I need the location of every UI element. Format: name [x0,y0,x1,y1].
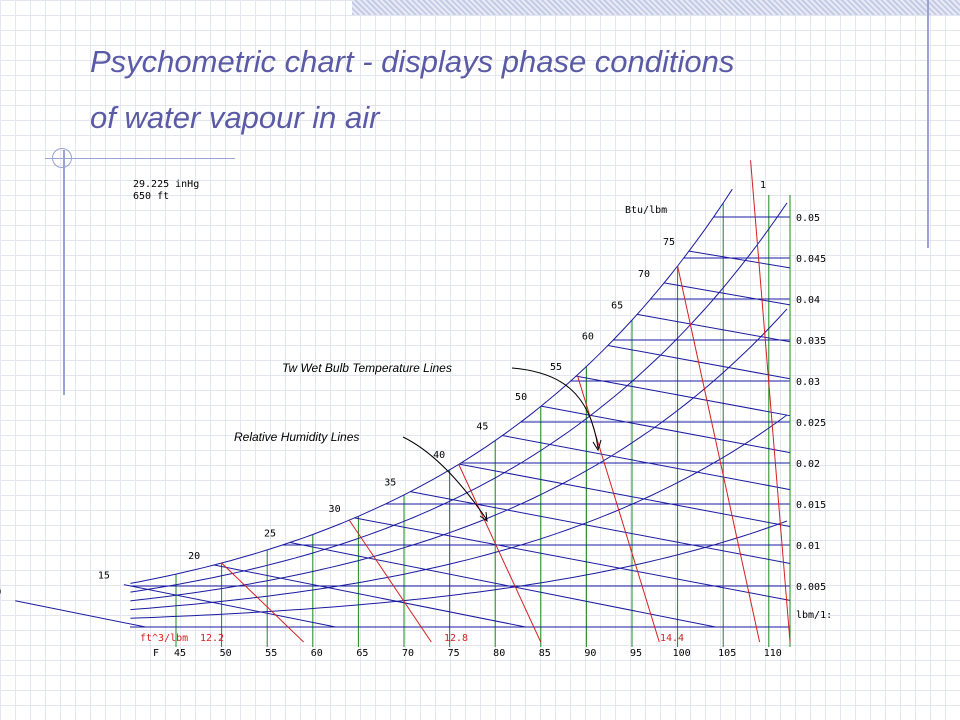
x-tick-label: 60 [311,648,323,659]
rh-arrowhead [479,511,488,523]
enthalpy-label: 70 [638,269,650,280]
x-tick-label: 85 [539,648,551,659]
enthalpy-label: 15 [98,571,110,582]
y-tick-label: 0.025 [796,418,826,429]
specific-volume-line [221,562,304,643]
enthalpy-label: 35 [384,478,396,489]
enthalpy-line [637,313,791,343]
pressure-label: 29.225 inHg [133,179,199,190]
y-tick-label: 0.005 [796,582,826,593]
enthalpy-line [410,491,791,564]
rh-arrow [402,436,488,521]
enthalpy-label: 40 [433,450,445,461]
decorative-top-band [352,0,960,15]
wet-bulb-arrowhead [592,439,602,452]
enthalpy-line [459,463,791,528]
enthalpy-label: 25 [264,528,276,539]
enthalpy-line [688,250,791,269]
x-tick-label: 80 [493,648,505,659]
volume-value-label: 14.4 [660,633,684,644]
enthalpy-label: 10 [0,587,1,598]
wet-bulb-annotation: Tw Wet Bulb Temperature Lines [282,361,452,375]
y-tick-label: 0.01 [796,541,820,552]
enthalpy-label: 45 [476,422,488,433]
y-tick-label: 0.015 [796,500,826,511]
enthalpy-label: 50 [515,392,527,403]
y-tick-label: 0.035 [796,336,826,347]
enthalpy-label: 75 [663,237,675,248]
y-unit-label: lbm/1: [796,610,832,621]
wet-bulb-arrow [511,367,599,449]
x-tick-label: 105 [718,648,736,659]
x-tick-label: 90 [584,648,596,659]
specific-volume-line [348,519,432,643]
y-tick-label: 0.03 [796,377,820,388]
slide-title-line-2: of water vapour in air [90,100,380,135]
y-tick-label: 0.02 [796,459,820,470]
enthalpy-label: 60 [582,331,594,342]
volume-value-label: 12.2 [200,633,224,644]
enthalpy-line [354,517,791,601]
enthalpy-line [541,405,791,454]
specific-volume-line [750,160,791,643]
enthalpy-label: 20 [188,551,200,562]
decorative-title-underline [45,158,235,159]
x-tick-label: 50 [220,648,232,659]
x-tick-label: 75 [448,648,460,659]
enthalpy-line [123,584,336,628]
rh-saturation-label: 1 [760,180,766,191]
specific-volume-line [677,265,761,643]
slide-title-line-1: Psychometric chart - displays phase cond… [90,44,735,79]
x-tick-label: 45 [174,648,186,659]
decorative-circle [52,148,72,168]
enthalpy-line [502,435,791,491]
saturation-curve [130,188,733,584]
relative-humidity-curve [130,308,788,602]
enthalpy-label: 30 [329,504,341,515]
specific-volume-line [458,464,542,643]
x-tick-label: 100 [673,648,691,659]
enthalpy-line [15,600,146,628]
elevation-label: 650 ft [133,191,169,202]
relative-humidity-curve [130,414,788,611]
enthalpy-line [214,564,526,628]
relative-humidity-curve [130,202,788,593]
y-tick-label: 0.045 [796,254,826,265]
enthalpy-label: 65 [611,300,623,311]
x-tick-label: 65 [356,648,368,659]
enthalpy-unit-label: Btu/lbm [625,205,667,216]
rh-annotation: Relative Humidity Lines [234,430,359,444]
decorative-left-line [63,150,65,395]
x-tick-label: 55 [265,648,277,659]
enthalpy-line [575,375,791,417]
y-tick-label: 0.05 [796,213,820,224]
x-tick-label: 110 [764,648,782,659]
x-tick-label: 95 [630,648,642,659]
slide-title: Psychometric chart - displays phase cond… [90,34,910,146]
x-tick-label: 70 [402,648,414,659]
relative-humidity-curve [130,520,788,619]
y-tick-label: 0.04 [796,295,820,306]
volume-prefix-label: ft^3/lbm [140,633,188,644]
x-prefix-label: F [153,648,159,659]
decorative-right-line [927,0,929,248]
enthalpy-line [663,282,791,306]
enthalpy-line [289,541,716,628]
enthalpy-label: 55 [550,362,562,373]
volume-value-label: 12.8 [444,633,468,644]
